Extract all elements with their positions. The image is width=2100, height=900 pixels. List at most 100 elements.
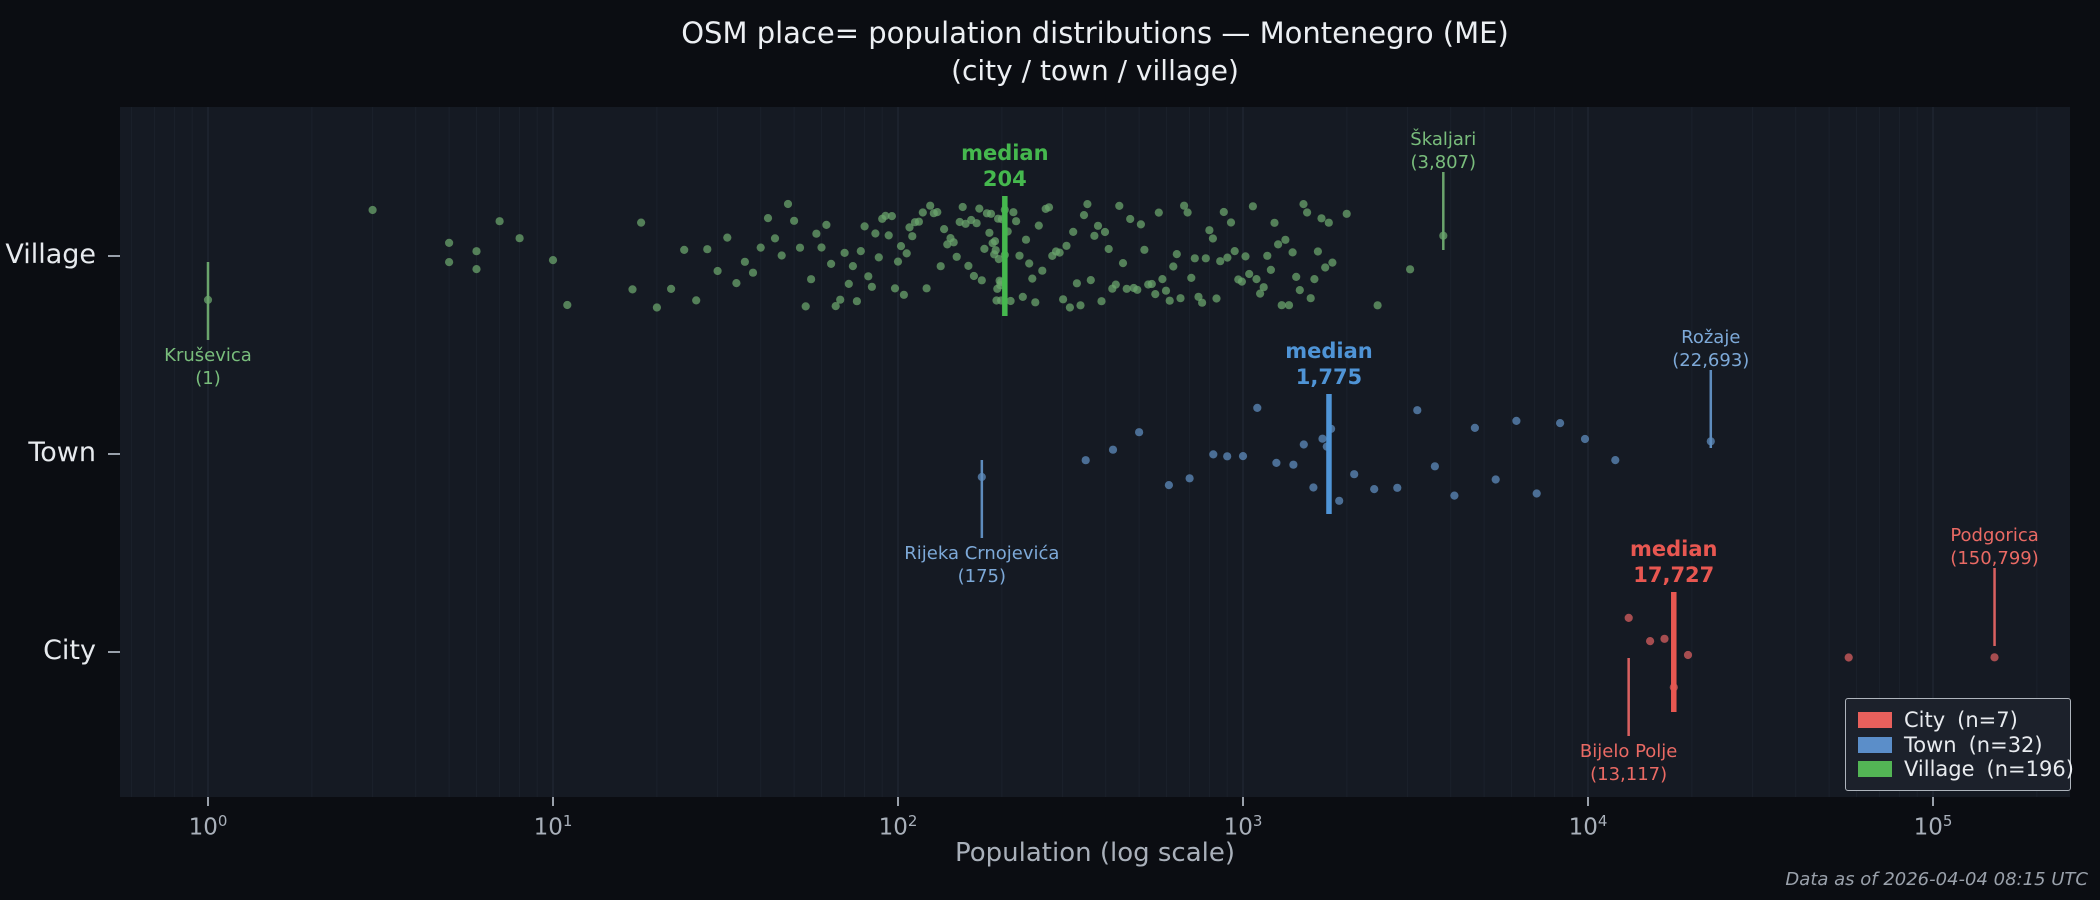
data-point bbox=[922, 284, 931, 293]
data-point bbox=[1556, 419, 1565, 428]
data-point bbox=[723, 233, 732, 242]
data-point bbox=[801, 302, 810, 311]
data-point bbox=[368, 205, 377, 215]
data-point bbox=[1072, 279, 1081, 288]
data-point bbox=[881, 211, 890, 220]
data-point bbox=[1093, 221, 1103, 230]
data-point bbox=[1205, 226, 1214, 235]
data-point bbox=[1190, 254, 1199, 263]
legend-swatch-town bbox=[1858, 736, 1892, 753]
data-point bbox=[472, 265, 481, 274]
data-point bbox=[1370, 485, 1379, 494]
x-tick-label: 100 bbox=[188, 812, 228, 841]
data-point bbox=[986, 209, 996, 218]
data-point bbox=[952, 252, 961, 261]
data-point bbox=[844, 279, 853, 288]
x-tick-label: 102 bbox=[878, 812, 918, 841]
data-point bbox=[1252, 275, 1261, 284]
data-point bbox=[1350, 470, 1359, 479]
data-point bbox=[1031, 298, 1040, 307]
data-point bbox=[1406, 265, 1415, 274]
data-point bbox=[1028, 274, 1037, 283]
data-point bbox=[884, 231, 893, 240]
data-point bbox=[812, 229, 821, 238]
data-point bbox=[887, 212, 897, 221]
data-point bbox=[1266, 265, 1275, 274]
data-point bbox=[1180, 201, 1189, 210]
data-point bbox=[1335, 496, 1344, 505]
data-point bbox=[1164, 481, 1173, 490]
data-point bbox=[1059, 295, 1068, 304]
data-point bbox=[899, 290, 909, 299]
data-point bbox=[864, 272, 873, 281]
data-point bbox=[1172, 250, 1181, 259]
data-point bbox=[1065, 303, 1074, 312]
data-point bbox=[936, 262, 945, 271]
data-point bbox=[1185, 474, 1194, 483]
data-point bbox=[1165, 296, 1174, 305]
data-point bbox=[1309, 483, 1318, 492]
legend-text: Town bbox=[1904, 732, 1957, 757]
data-point bbox=[867, 282, 877, 291]
legend-label-city: City (n=7) bbox=[1904, 708, 2018, 732]
legend-text: Village bbox=[1904, 757, 1975, 781]
data-point bbox=[495, 217, 504, 226]
data-point bbox=[980, 244, 989, 253]
data-point bbox=[994, 255, 1003, 264]
data-point bbox=[1263, 251, 1272, 260]
data-point bbox=[972, 219, 981, 228]
annotation-label: Rijeka Crnojevića (175) bbox=[904, 543, 1060, 588]
data-point bbox=[1223, 452, 1232, 461]
data-point bbox=[1844, 653, 1853, 662]
data-point bbox=[1237, 277, 1246, 286]
data-point bbox=[860, 222, 869, 231]
data-point bbox=[1373, 301, 1382, 310]
data-point bbox=[943, 240, 952, 249]
legend-item-city: City (n=7) bbox=[1858, 708, 2058, 732]
data-point bbox=[902, 249, 911, 258]
data-point bbox=[548, 256, 558, 265]
data-point bbox=[1086, 276, 1095, 285]
y-tick-label-village: Village bbox=[5, 239, 96, 270]
data-point bbox=[1090, 231, 1099, 240]
data-point bbox=[1646, 637, 1655, 646]
data-point bbox=[1491, 475, 1500, 484]
annotation-label: Podgorica (150,799) bbox=[1950, 525, 2039, 570]
data-point bbox=[1018, 292, 1027, 301]
data-point bbox=[680, 245, 689, 254]
data-point bbox=[1470, 423, 1479, 432]
data-point bbox=[1015, 251, 1024, 260]
annotation-label: Rožaje (22,693) bbox=[1672, 327, 1750, 372]
data-point bbox=[756, 243, 765, 252]
data-point bbox=[1140, 245, 1149, 254]
data-point bbox=[748, 268, 758, 277]
data-point bbox=[1450, 491, 1459, 500]
data-point bbox=[783, 199, 793, 209]
data-point bbox=[933, 208, 942, 217]
data-point bbox=[1154, 208, 1163, 217]
data-point bbox=[914, 217, 924, 226]
data-point bbox=[777, 251, 786, 260]
data-point bbox=[1219, 207, 1228, 217]
data-point bbox=[1317, 214, 1326, 223]
data-point bbox=[1611, 456, 1620, 465]
data-point bbox=[1034, 221, 1043, 230]
data-point bbox=[807, 275, 816, 284]
legend-count: (n=7) bbox=[1957, 708, 2018, 732]
data-point bbox=[908, 232, 917, 241]
data-point bbox=[1158, 275, 1167, 284]
data-point bbox=[1281, 235, 1290, 244]
data-point bbox=[1310, 275, 1319, 284]
data-point bbox=[1277, 301, 1286, 310]
data-point bbox=[515, 234, 524, 243]
data-point bbox=[1683, 650, 1693, 660]
data-point bbox=[1208, 234, 1217, 243]
y-tick-label-town: Town bbox=[28, 437, 96, 468]
data-point bbox=[1238, 452, 1248, 461]
median-label: median 204 bbox=[961, 141, 1049, 192]
data-point bbox=[1216, 257, 1225, 266]
data-point bbox=[817, 243, 826, 252]
data-point bbox=[1321, 263, 1330, 272]
data-point bbox=[893, 257, 903, 266]
